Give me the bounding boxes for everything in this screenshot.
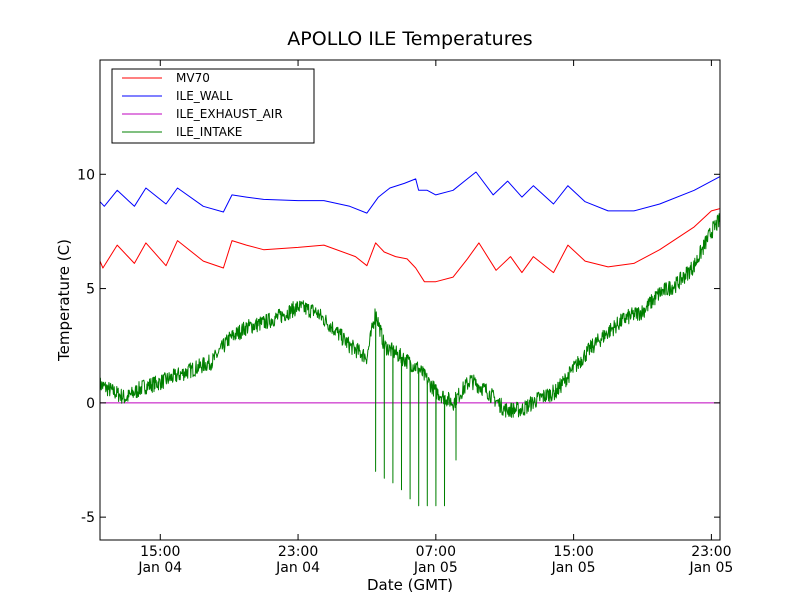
series-line-ile-wall — [100, 171, 720, 214]
series-layer — [100, 171, 720, 507]
legend-label: ILE_INTAKE — [176, 125, 242, 139]
legend-box — [111, 68, 315, 144]
legend: MV70 ILE_WALL ILE_EXHAUST_AIR ILE_INTAKE — [111, 68, 315, 144]
legend-label: MV70 — [176, 71, 210, 85]
y-tick-label: 5 — [86, 282, 95, 298]
x-tick-label: 23:00 — [691, 544, 731, 560]
x-tick-label: 07:00 — [416, 544, 456, 560]
x-tick-label: 23:00 — [278, 544, 318, 560]
y-tick-label: 0 — [86, 396, 95, 412]
x-tick-date-label: Jan 04 — [275, 560, 320, 576]
x-tick-date-label: Jan 04 — [137, 560, 182, 576]
x-tick-date-label: Jan 05 — [413, 560, 458, 576]
x-tick-label: 15:00 — [140, 544, 180, 560]
legend-label: ILE_WALL — [176, 89, 233, 103]
legend-label: ILE_EXHAUST_AIR — [176, 107, 283, 121]
x-tick-label: 15:00 — [553, 544, 593, 560]
plot-frame — [99, 59, 721, 541]
y-tick-label: 10 — [77, 167, 95, 183]
chart-title: APOLLO ILE Temperatures — [287, 28, 532, 50]
y-tick-label: -5 — [81, 510, 95, 526]
x-axis-label: Date (GMT) — [367, 576, 453, 594]
x-tick-date-label: Jan 05 — [551, 560, 596, 576]
series-line-mv70 — [100, 208, 720, 283]
x-tick-date-label: Jan 05 — [688, 560, 733, 576]
series-line-ile-intake — [100, 213, 720, 507]
legend-items: MV70 ILE_WALL ILE_EXHAUST_AIR ILE_INTAKE — [122, 71, 283, 139]
y-axis-label: Temperature (C) — [55, 239, 73, 362]
